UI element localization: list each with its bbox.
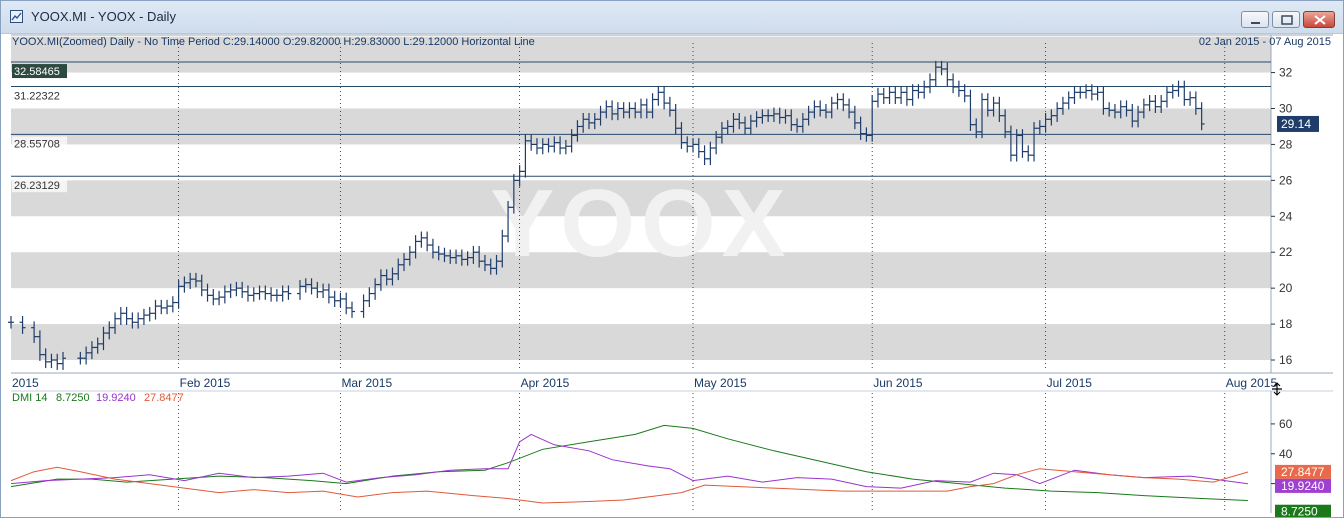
dmi-legend-plus-di: 19.9240 (96, 392, 136, 404)
y-tick-label: 18 (1279, 317, 1293, 331)
x-tick-label: 2015 (12, 376, 39, 390)
x-tick-label: Aug 2015 (1226, 376, 1278, 390)
hline-label-bg (12, 178, 67, 193)
x-tick-label: Jul 2015 (1047, 376, 1093, 390)
horizontal-lines[interactable]: 32.58465 31.22322 28.55708 26.23129 (11, 61, 1271, 193)
minimize-icon (1251, 22, 1260, 24)
y-tick-label: 20 (1279, 281, 1293, 295)
maximize-button[interactable] (1272, 11, 1300, 28)
window-title: YOOX.MI - YOOX - Daily (31, 9, 176, 24)
dmi-value-tag (1275, 464, 1331, 479)
chart-window-icon[interactable] (10, 10, 23, 23)
gray-band (11, 180, 1271, 217)
dmi-series-line (10, 433, 1248, 489)
watermark: YOOX (490, 170, 791, 277)
vertical-gridlines (178, 43, 1226, 513)
x-tick-label: Apr 2015 (521, 376, 570, 390)
dmi-value-tag-label: 19.9240 (1281, 479, 1325, 493)
x-tick-label: Feb 2015 (180, 376, 231, 390)
crosshair-cursor-icon (1272, 382, 1282, 396)
dmi-legend-adx: 8.7250 (56, 392, 90, 404)
background-bands (11, 34, 1333, 513)
close-button[interactable] (1303, 11, 1335, 28)
ohlc-bars (8, 60, 1205, 370)
dmi-value-tag-label: 27.8477 (1281, 465, 1325, 479)
last-price-tag: 29.14 (1277, 115, 1319, 132)
y-tick-label: 26 (1279, 173, 1293, 187)
last-price-bg (1277, 115, 1319, 132)
hline-label-bg (12, 64, 67, 79)
x-tick-label: May 2015 (694, 376, 747, 390)
date-range-label: 02 Jan 2015 - 07 Aug 2015 (1199, 36, 1331, 48)
maximize-icon (1281, 15, 1293, 25)
hline-label: 32.58465 (14, 66, 60, 78)
dmi-legend-minus-di: 27.8477 (144, 392, 184, 404)
title-bar[interactable]: YOOX.MI - YOOX - Daily (1, 1, 1343, 34)
close-icon (1314, 15, 1326, 25)
dmi-value-tag-label: 8.7250 (1281, 505, 1318, 517)
gray-band (11, 36, 1271, 73)
dmi-y-tick-label: 40 (1279, 447, 1293, 461)
y-tick-label: 28 (1279, 137, 1293, 151)
hline-label-bg (12, 136, 67, 151)
hline-label: 26.23129 (14, 180, 60, 192)
date-x-axis: 2015 Feb 2015 Mar 2015 Apr 2015 May 2015 Jun … (12, 376, 1277, 390)
hline-label: 31.22322 (14, 91, 60, 103)
dmi-title: DMI 14 (12, 392, 47, 404)
dmi-series-line (10, 424, 1248, 501)
x-tick-label: Jun 2015 (873, 376, 923, 390)
y-tick-label: 22 (1279, 245, 1293, 259)
minimize-button[interactable] (1241, 11, 1269, 28)
gray-band (11, 252, 1271, 289)
y-tick-label: 24 (1279, 209, 1293, 223)
dmi-value-tag (1275, 478, 1331, 493)
y-tick-label: 32 (1279, 66, 1293, 80)
last-price-label: 29.14 (1281, 117, 1311, 131)
x-tick-label: Mar 2015 (341, 376, 392, 390)
gray-band (11, 324, 1271, 361)
chart-info-label: YOOX.MI(Zoomed) Daily - No Time Period C… (12, 36, 535, 48)
hline-label: 28.55708 (14, 138, 60, 150)
dmi-series-line (10, 466, 1249, 504)
y-tick-label: 16 (1279, 353, 1293, 367)
dmi-value-tag (1275, 504, 1331, 517)
dmi-y-tick-label: 60 (1279, 417, 1293, 431)
y-tick-label: 30 (1279, 101, 1293, 115)
hline-label-bg (12, 88, 67, 103)
price-y-axis: 16 18 20 22 24 26 28 30 32 (1271, 66, 1293, 367)
